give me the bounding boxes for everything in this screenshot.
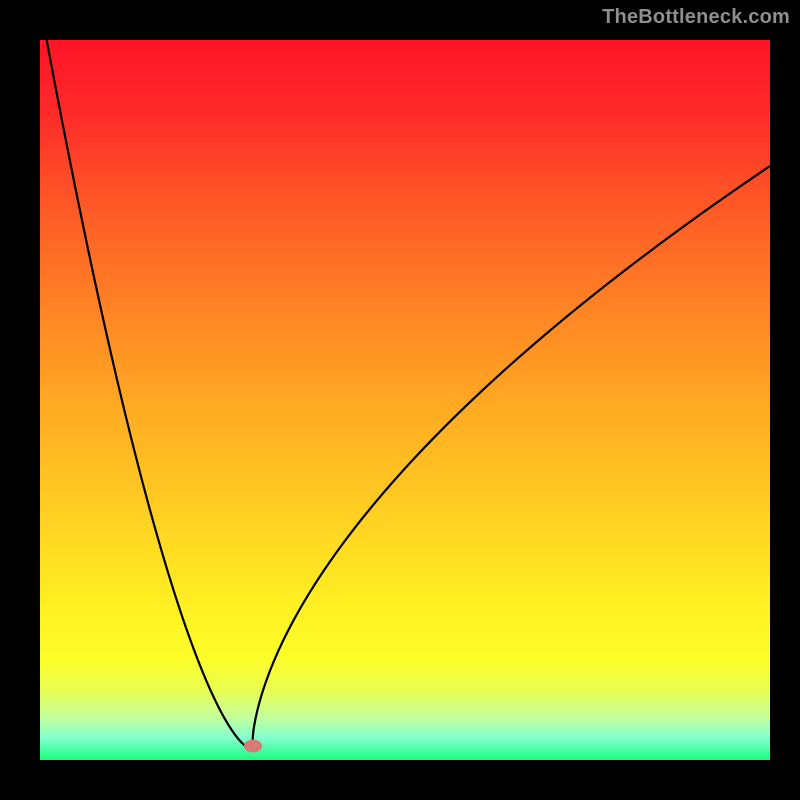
watermark-text: TheBottleneck.com: [602, 6, 790, 29]
gradient-background: [40, 40, 770, 760]
optimum-marker: [244, 740, 262, 753]
